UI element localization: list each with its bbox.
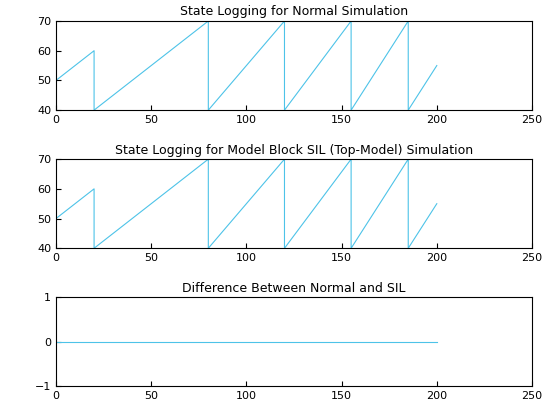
Title: Difference Between Normal and SIL: Difference Between Normal and SIL — [182, 282, 406, 295]
Title: State Logging for Model Block SIL (Top-Model) Simulation: State Logging for Model Block SIL (Top-M… — [115, 144, 473, 157]
Title: State Logging for Normal Simulation: State Logging for Normal Simulation — [180, 5, 408, 18]
